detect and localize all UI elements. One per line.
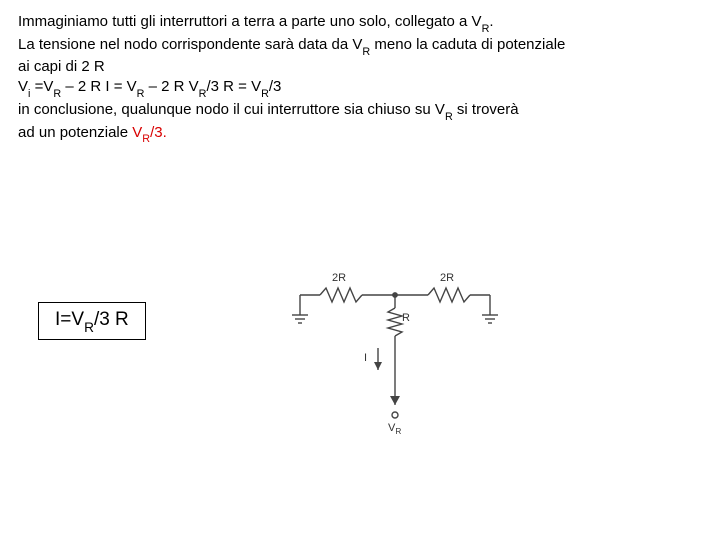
sub-R-5: R	[199, 88, 207, 100]
line6a: ad un potenziale	[18, 124, 132, 141]
line6b-red: VR/3.	[132, 124, 167, 141]
line4f: /3	[269, 78, 282, 95]
label-VR: VR	[388, 422, 401, 436]
label-2R-right: 2R	[440, 272, 454, 284]
boxed-a: I=V	[55, 309, 84, 330]
sub-R-2: R	[362, 46, 370, 58]
body-text: Immaginiamo tutti gli interruttori a ter…	[18, 12, 702, 145]
circuit-diagram: 2R R 2R I VR	[280, 270, 510, 450]
line1b: .	[489, 13, 493, 30]
line4b: =V	[30, 78, 53, 95]
line2b: meno la caduta di potenziale	[370, 36, 565, 53]
sub-R-1: R	[482, 23, 490, 35]
sub-R-6: R	[261, 88, 269, 100]
boxed-sub: R	[84, 320, 94, 335]
boxed-b: /3 R	[94, 309, 129, 330]
label-2R-left: 2R	[332, 272, 346, 284]
line5a: in conclusione, qualunque nodo il cui in…	[18, 101, 445, 118]
sub-R-4: R	[137, 88, 145, 100]
label-I: I	[364, 352, 367, 364]
boxed-equation: I=VR/3 R	[38, 302, 146, 340]
line4d: – 2 R V	[144, 78, 198, 95]
line3: ai capi di 2 R	[18, 58, 105, 75]
sub-R-7: R	[445, 111, 453, 123]
line5b: si troverà	[453, 101, 519, 118]
label-R-top: R	[402, 312, 410, 324]
line1a: Immaginiamo tutti gli interruttori a ter…	[18, 13, 482, 30]
line4c: – 2 R I = V	[61, 78, 136, 95]
line4a: V	[18, 78, 28, 95]
line2a: La tensione nel nodo corrispondente sarà…	[18, 36, 362, 53]
line4e: /3 R = V	[206, 78, 261, 95]
sub-R-3: R	[53, 88, 61, 100]
sub-R-8: R	[142, 133, 150, 145]
